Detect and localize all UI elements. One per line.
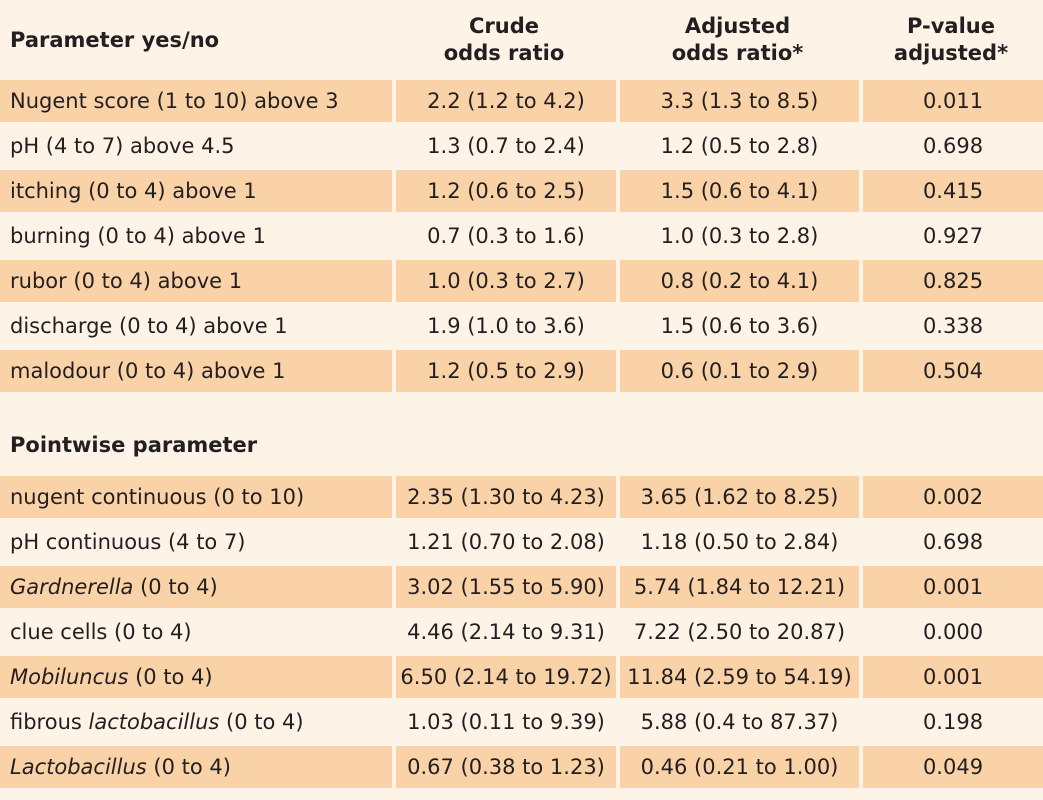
pvalue-cell: 0.011 <box>859 80 1043 125</box>
table-row: Mobiluncus (0 to 4) 6.50 (2.14 to 19.72)… <box>0 656 1043 701</box>
parameter-cell: Lactobacillus (0 to 4) <box>0 746 392 791</box>
pvalue-cell: 0.415 <box>859 170 1043 215</box>
parameter-cell: burning (0 to 4) above 1 <box>0 215 392 260</box>
table-row: burning (0 to 4) above 1 0.7 (0.3 to 1.6… <box>0 215 1043 260</box>
crude-cell: 1.0 (0.3 to 2.7) <box>392 260 616 305</box>
table-row: fibrous lactobacillus (0 to 4) 1.03 (0.1… <box>0 701 1043 746</box>
table-row: pH (4 to 7) above 4.5 1.3 (0.7 to 2.4) 1… <box>0 125 1043 170</box>
pvalue-cell: 0.002 <box>859 476 1043 521</box>
parameter-cell: fibrous lactobacillus (0 to 4) <box>0 701 392 746</box>
table-row: malodour (0 to 4) above 1 1.2 (0.5 to 2.… <box>0 350 1043 395</box>
crude-cell: 4.46 (2.14 to 9.31) <box>392 611 616 656</box>
parameter-cell: pH (4 to 7) above 4.5 <box>0 125 392 170</box>
adjusted-cell: 5.88 (0.4 to 87.37) <box>616 701 859 746</box>
adjusted-cell: 7.22 (2.50 to 20.87) <box>616 611 859 656</box>
crude-cell: 1.3 (0.7 to 2.4) <box>392 125 616 170</box>
crude-cell: 0.7 (0.3 to 1.6) <box>392 215 616 260</box>
adjusted-cell: 11.84 (2.59 to 54.19) <box>616 656 859 701</box>
parameter-cell: malodour (0 to 4) above 1 <box>0 350 392 395</box>
crude-cell: 2.35 (1.30 to 4.23) <box>392 476 616 521</box>
crude-cell: 2.2 (1.2 to 4.2) <box>392 80 616 125</box>
crude-cell: 1.2 (0.5 to 2.9) <box>392 350 616 395</box>
crude-cell: 1.21 (0.70 to 2.08) <box>392 521 616 566</box>
crude-cell: 0.67 (0.38 to 1.23) <box>392 746 616 791</box>
header-crude: Crude odds ratio <box>392 0 616 80</box>
crude-cell: 1.2 (0.6 to 2.5) <box>392 170 616 215</box>
adjusted-cell: 0.46 (0.21 to 1.00) <box>616 746 859 791</box>
parameter-cell: nugent continuous (0 to 10) <box>0 476 392 521</box>
parameter-cell: pH continuous (4 to 7) <box>0 521 392 566</box>
header-pvalue: P-value adjusted* <box>859 0 1043 80</box>
crude-cell: 1.03 (0.11 to 9.39) <box>392 701 616 746</box>
adjusted-cell: 3.3 (1.3 to 8.5) <box>616 80 859 125</box>
pvalue-cell: 0.698 <box>859 521 1043 566</box>
section-title: Pointwise parameter <box>0 417 1043 476</box>
table-row: itching (0 to 4) above 1 1.2 (0.6 to 2.5… <box>0 170 1043 215</box>
header-row: Parameter yes/no Crude odds ratio Adjuste… <box>0 0 1043 80</box>
section-header-row: Pointwise parameter <box>0 417 1043 476</box>
pvalue-cell: 0.504 <box>859 350 1043 395</box>
parameter-cell: rubor (0 to 4) above 1 <box>0 260 392 305</box>
adjusted-cell: 1.5 (0.6 to 3.6) <box>616 305 859 350</box>
pvalue-cell: 0.001 <box>859 656 1043 701</box>
adjusted-cell: 5.74 (1.84 to 12.21) <box>616 566 859 611</box>
parameter-cell: Nugent score (1 to 10) above 3 <box>0 80 392 125</box>
header-adjusted: Adjusted odds ratio* <box>616 0 859 80</box>
adjusted-cell: 0.8 (0.2 to 4.1) <box>616 260 859 305</box>
crude-cell: 3.02 (1.55 to 5.90) <box>392 566 616 611</box>
crude-cell: 1.9 (1.0 to 3.6) <box>392 305 616 350</box>
spacer-row <box>0 395 1043 417</box>
pvalue-cell: 0.049 <box>859 746 1043 791</box>
adjusted-cell: 1.18 (0.50 to 2.84) <box>616 521 859 566</box>
table-row: discharge (0 to 4) above 1 1.9 (1.0 to 3… <box>0 305 1043 350</box>
table-row: Lactobacillus (0 to 4) 0.67 (0.38 to 1.2… <box>0 746 1043 791</box>
table-row: pH continuous (4 to 7) 1.21 (0.70 to 2.0… <box>0 521 1043 566</box>
pvalue-cell: 0.698 <box>859 125 1043 170</box>
parameter-cell: itching (0 to 4) above 1 <box>0 170 392 215</box>
parameter-cell: discharge (0 to 4) above 1 <box>0 305 392 350</box>
table-row: nugent continuous (0 to 10) 2.35 (1.30 t… <box>0 476 1043 521</box>
adjusted-cell: 1.0 (0.3 to 2.8) <box>616 215 859 260</box>
pvalue-cell: 0.000 <box>859 611 1043 656</box>
pvalue-cell: 0.001 <box>859 566 1043 611</box>
table-row: rubor (0 to 4) above 1 1.0 (0.3 to 2.7) … <box>0 260 1043 305</box>
table-row: Nugent score (1 to 10) above 3 2.2 (1.2 … <box>0 80 1043 125</box>
adjusted-cell: 0.6 (0.1 to 2.9) <box>616 350 859 395</box>
header-parameter: Parameter yes/no <box>0 0 392 80</box>
adjusted-cell: 1.2 (0.5 to 2.8) <box>616 125 859 170</box>
crude-cell: 6.50 (2.14 to 19.72) <box>392 656 616 701</box>
adjusted-cell: 1.5 (0.6 to 4.1) <box>616 170 859 215</box>
table-row: clue cells (0 to 4) 4.46 (2.14 to 9.31) … <box>0 611 1043 656</box>
adjusted-cell: 3.65 (1.62 to 8.25) <box>616 476 859 521</box>
pvalue-cell: 0.927 <box>859 215 1043 260</box>
parameter-cell: Mobiluncus (0 to 4) <box>0 656 392 701</box>
pvalue-cell: 0.825 <box>859 260 1043 305</box>
pvalue-cell: 0.198 <box>859 701 1043 746</box>
table-row: Gardnerella (0 to 4) 3.02 (1.55 to 5.90)… <box>0 566 1043 611</box>
parameter-cell: clue cells (0 to 4) <box>0 611 392 656</box>
parameter-cell: Gardnerella (0 to 4) <box>0 566 392 611</box>
pvalue-cell: 0.338 <box>859 305 1043 350</box>
